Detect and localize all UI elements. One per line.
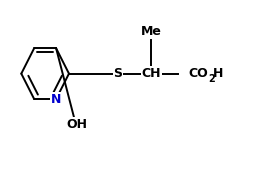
Text: CO: CO	[189, 67, 208, 80]
Text: Me: Me	[141, 25, 162, 38]
Text: CH: CH	[142, 67, 161, 80]
Text: H: H	[213, 67, 224, 80]
Text: N: N	[51, 93, 61, 106]
Text: OH: OH	[66, 118, 87, 131]
Text: S: S	[113, 67, 123, 80]
Text: 2: 2	[208, 74, 215, 84]
